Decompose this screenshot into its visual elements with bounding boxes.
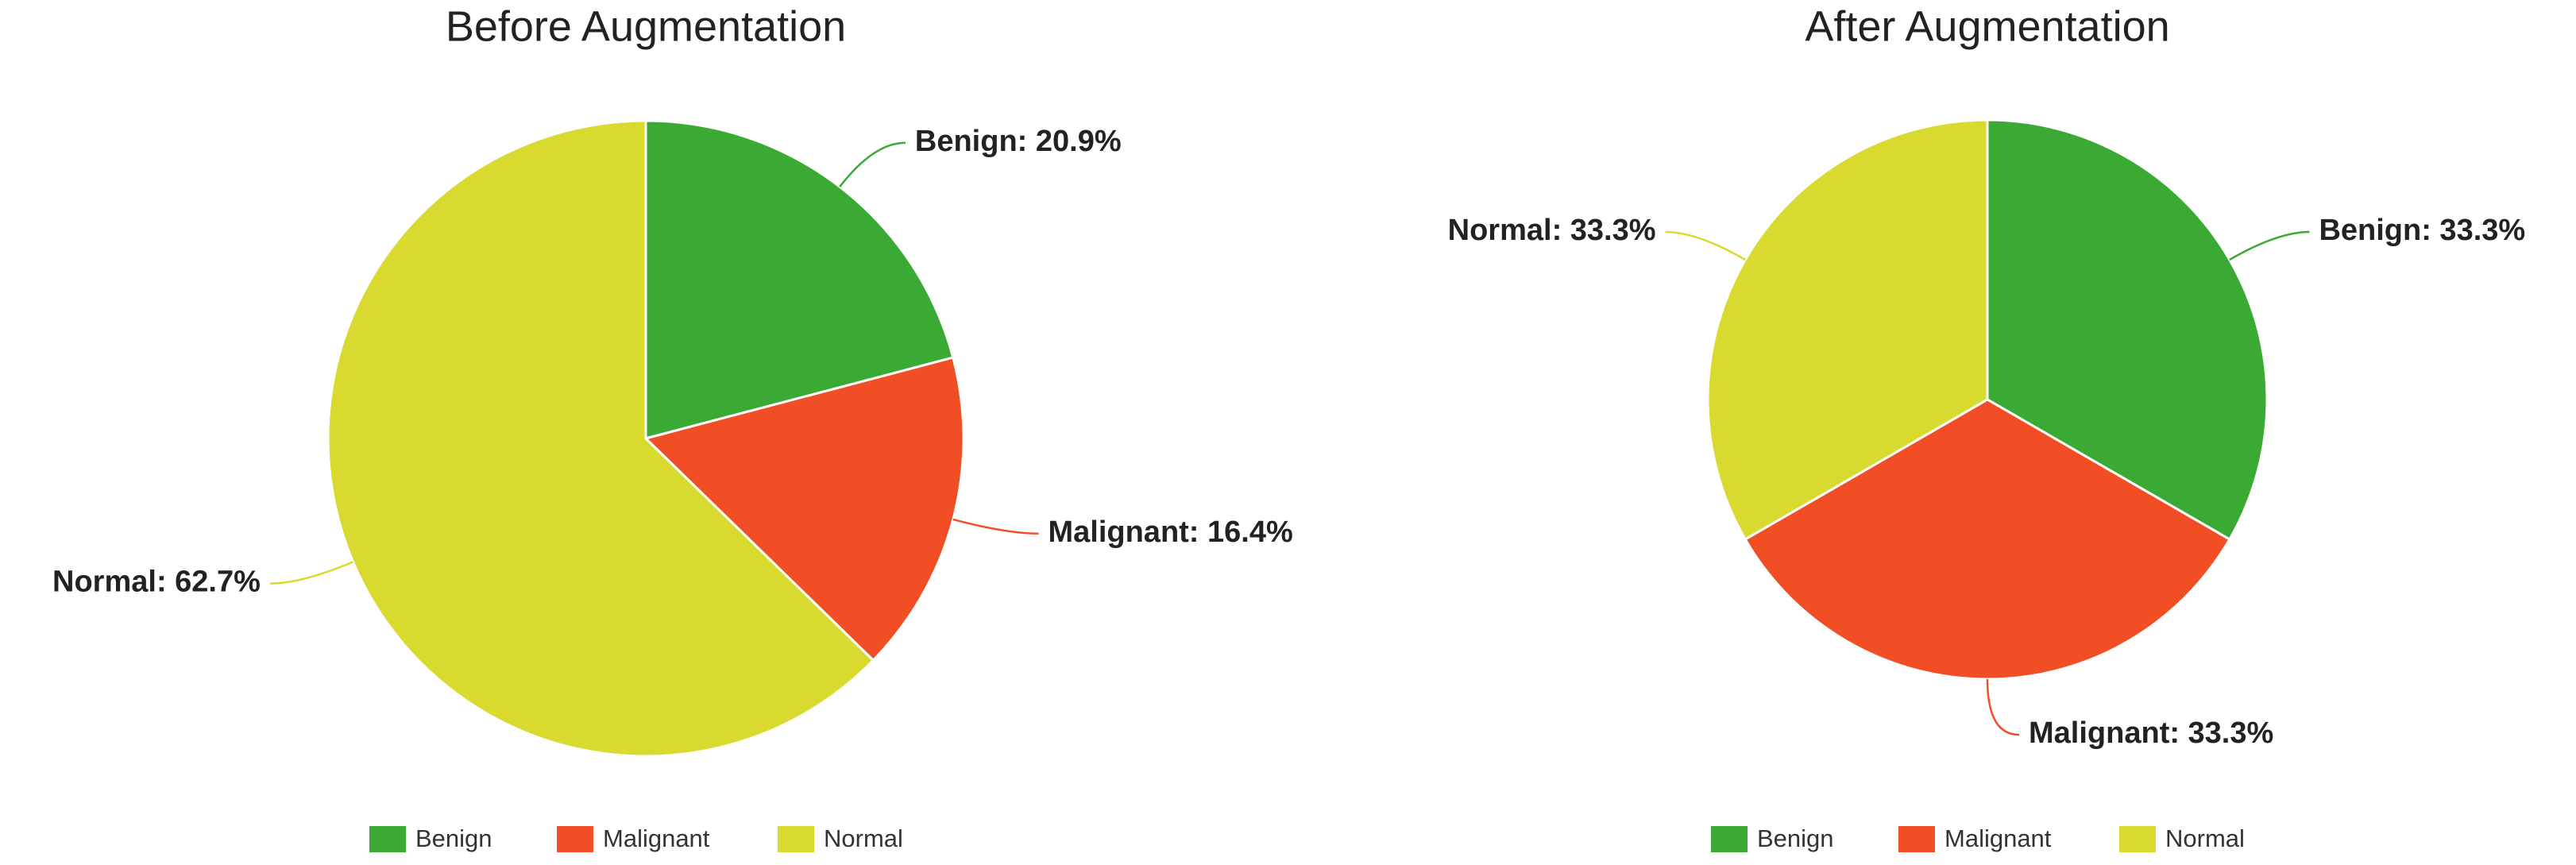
data-label: Malignant: 16.4% xyxy=(1048,516,1292,549)
chart-title: After Augmentation xyxy=(1805,2,2169,50)
data-label: Benign: 20.9% xyxy=(915,125,1122,158)
legend-label: Normal xyxy=(2165,824,2245,852)
pie-slice xyxy=(643,356,965,662)
leader-line xyxy=(839,141,906,187)
legend-label: Malignant xyxy=(603,824,710,852)
legend-swatch xyxy=(557,826,593,852)
leader-line xyxy=(1986,678,2020,736)
legend-swatch xyxy=(1711,826,1748,852)
leader-line xyxy=(952,518,1039,535)
legend-swatch xyxy=(778,826,814,852)
leader-line xyxy=(1665,230,1746,261)
pie-slice xyxy=(1744,398,2231,681)
data-label: Benign: 33.3% xyxy=(2319,214,2525,247)
legend-label: Benign xyxy=(1757,824,1834,852)
pie-slice xyxy=(1986,118,2269,542)
legend-label: Benign xyxy=(415,824,492,852)
leader-line xyxy=(2229,230,2310,261)
data-label: Normal: 62.7% xyxy=(52,566,261,599)
chart-title: Before Augmentation xyxy=(446,2,846,50)
pie-slice xyxy=(1706,118,1989,542)
legend-swatch xyxy=(2119,826,2156,852)
legend-label: Malignant xyxy=(1945,824,2052,852)
pie-slice xyxy=(326,119,875,758)
pie-slice xyxy=(644,119,955,440)
legend-swatch xyxy=(369,826,406,852)
legend-label: Normal xyxy=(824,824,903,852)
data-label: Malignant: 33.3% xyxy=(2029,716,2273,750)
leader-line xyxy=(269,561,353,585)
data-label: Normal: 33.3% xyxy=(1448,214,1656,247)
legend-swatch xyxy=(1898,826,1935,852)
